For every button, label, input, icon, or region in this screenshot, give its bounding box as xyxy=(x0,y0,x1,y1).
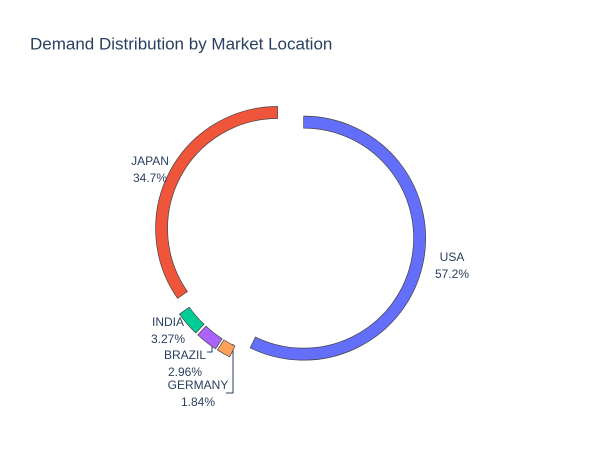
slice-label: INDIA xyxy=(152,315,184,329)
donut-slice xyxy=(249,115,426,361)
slice-label: JAPAN xyxy=(131,154,169,168)
donut-slice xyxy=(216,339,236,358)
chart-title: Demand Distribution by Market Location xyxy=(30,34,332,53)
slice-percent: 1.84% xyxy=(181,395,215,409)
slice-percent: 2.96% xyxy=(168,365,202,379)
slice-label: GERMANY xyxy=(168,378,229,392)
donut-slice xyxy=(155,106,278,299)
slice-percent: 3.27% xyxy=(151,332,185,346)
slice-percent: 57.2% xyxy=(435,267,469,281)
donut-slice xyxy=(197,325,223,350)
slice-label: BRAZIL xyxy=(164,348,206,362)
leader-line xyxy=(226,344,234,394)
slice-percent: 34.7% xyxy=(133,171,167,185)
donut-slice xyxy=(178,306,205,334)
slice-label: USA xyxy=(440,250,465,264)
